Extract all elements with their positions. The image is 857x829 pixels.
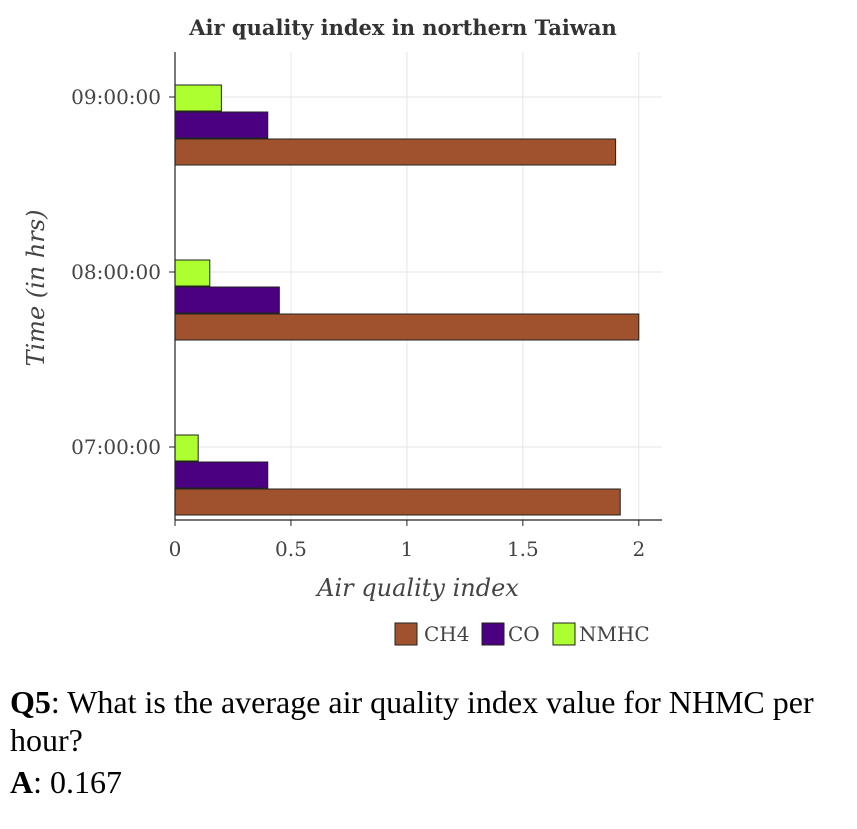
legend-swatch-ch4 [394, 622, 418, 646]
legend-label-nmhc: NMHC [579, 622, 650, 646]
answer-label: A [10, 764, 34, 800]
legend: CH4 CO NMHC [394, 622, 650, 646]
question: Q5: What is the average air quality inde… [10, 683, 850, 759]
x-tick-label: 0 [169, 537, 182, 561]
y-tick-label: 07:00:00 [71, 435, 161, 459]
answer: A: 0.167 [10, 764, 122, 801]
bar-nmhc-080000 [174, 259, 211, 287]
bar-nmhc-090000 [174, 84, 222, 112]
y-tick-label: 09:00:00 [71, 85, 161, 109]
x-axis-label: Air quality index [315, 574, 519, 602]
legend-label-co: CO [508, 622, 540, 646]
x-tick-label: 1.5 [507, 537, 539, 561]
legend-swatch-co [481, 622, 505, 646]
answer-text: : 0.167 [33, 764, 122, 800]
bar-nmhc-070000 [174, 434, 199, 462]
y-tick-label: 08:00:00 [71, 260, 161, 284]
bar-ch4-080000 [174, 313, 640, 341]
question-label: Q5 [10, 684, 51, 720]
x-tick-labels: 0 0.5 1 1.5 2 [169, 537, 646, 561]
chart-title: Air quality index in northern Taiwan [188, 15, 617, 40]
axes [169, 52, 662, 526]
y-tick-labels: 07:00:00 08:00:00 09:00:00 [71, 85, 161, 459]
bar-ch4-070000 [174, 488, 621, 516]
x-tick-label: 1 [401, 537, 414, 561]
x-tick-label: 0.5 [275, 537, 307, 561]
y-axis-label: Time (in hrs) [22, 209, 50, 366]
legend-swatch-nmhc [552, 622, 576, 646]
legend-label-ch4: CH4 [424, 622, 469, 646]
bar-co-070000 [174, 461, 269, 489]
gridlines [174, 52, 662, 520]
bar-co-080000 [174, 286, 280, 314]
bar-ch4-090000 [174, 138, 617, 166]
x-tick-label: 2 [632, 537, 645, 561]
chart: Air quality index in northern Taiwan 07:… [22, 15, 662, 646]
bar-co-090000 [174, 111, 269, 139]
question-text: : What is the average air quality index … [10, 684, 814, 758]
